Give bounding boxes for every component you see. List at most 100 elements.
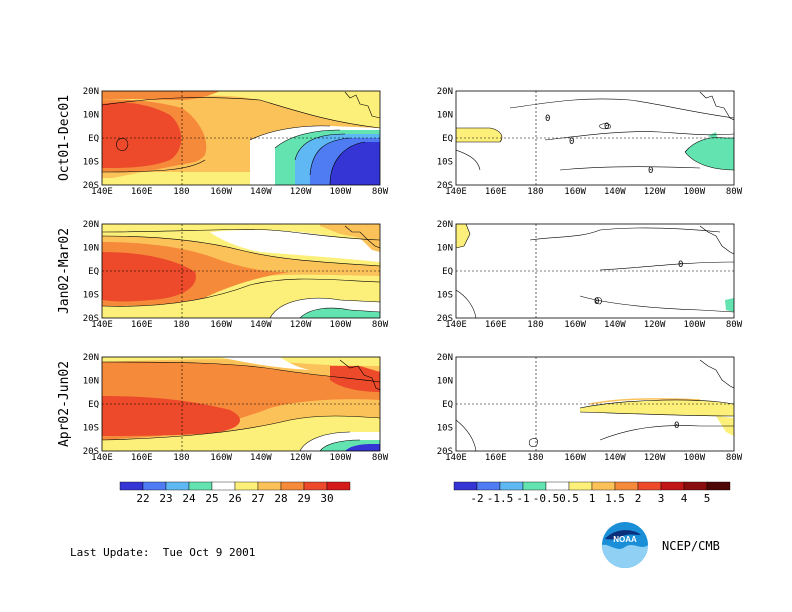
- colorbar-swatch: [683, 481, 708, 491]
- y-tick-label: 10S: [83, 158, 99, 168]
- colorbar-swatch: [257, 481, 282, 491]
- x-tick-label: 140W: [250, 187, 272, 197]
- colorbar-swatch: [326, 481, 351, 491]
- colorbar-label: -0.5: [533, 492, 560, 505]
- row-title-2: Jan02-Mar02: [57, 228, 72, 314]
- sst-map-panel-3: [101, 356, 381, 452]
- colorbar-label: 1: [589, 492, 596, 505]
- y-tick-label: EQ: [442, 134, 453, 144]
- y-tick-label: 20N: [83, 87, 99, 97]
- sst-colorbar: 22 23 24 25 26 27 28 29 30: [119, 481, 351, 505]
- colorbar-swatch: [119, 481, 144, 491]
- colorbar-swatch: [188, 481, 213, 491]
- y-tick-label: 20S: [437, 447, 453, 457]
- colorbar-swatch: [453, 481, 478, 491]
- anomaly-map-panel-1: 0 0 0 0: [455, 90, 735, 186]
- anomaly-contour-label: 0: [569, 137, 574, 147]
- colorbar-label: 24: [182, 492, 196, 505]
- x-tick-label: 140W: [250, 453, 272, 463]
- y-tick-label: 10N: [437, 244, 453, 254]
- x-tick-label: 160E: [131, 187, 153, 197]
- y-tick-label: 10S: [83, 424, 99, 434]
- x-tick-label: 80W: [372, 187, 389, 197]
- x-tick-label: 80W: [372, 320, 389, 330]
- colorbar-swatch: [280, 481, 305, 491]
- colorbar-label: 1.5: [605, 492, 625, 505]
- anomaly-contour-label: 0: [545, 114, 550, 124]
- x-tick-label: 100W: [683, 453, 705, 463]
- x-tick-label: 100W: [683, 320, 705, 330]
- x-tick-label: 140E: [91, 453, 113, 463]
- x-tick-label: 140E: [91, 320, 113, 330]
- x-tick-label: 80W: [726, 187, 743, 197]
- colorbar-label: 23: [159, 492, 172, 505]
- colorbars: 22 23 24 25 26 27 28 29 30 -2 -1.5 -1 -0.5 0.5 1 1.5 2 3 4…: [119, 481, 731, 505]
- y-tick-label: 10N: [83, 244, 99, 254]
- colorbar-label: 2: [635, 492, 642, 505]
- colorbar-label: 22: [136, 492, 149, 505]
- x-tick-label: 140E: [445, 320, 467, 330]
- noaa-logo-icon: NOAA: [602, 522, 648, 568]
- colorbar-label: 25: [205, 492, 218, 505]
- row-title-3: Apr02-Jun02: [57, 361, 72, 447]
- colorbar-label: 28: [274, 492, 287, 505]
- row-title-1: Oct01-Dec01: [57, 95, 72, 181]
- x-tick-label: 140E: [91, 187, 113, 197]
- x-tick-label: 100W: [329, 320, 351, 330]
- y-tick-label: 10N: [437, 111, 453, 121]
- x-tick-label: 80W: [372, 453, 389, 463]
- x-tick-label: 140E: [445, 453, 467, 463]
- colorbar-swatch: [660, 481, 685, 491]
- colorbar-swatch: [476, 481, 501, 491]
- x-tick-label: 80W: [726, 320, 743, 330]
- x-tick-label: 140E: [445, 187, 467, 197]
- x-tick-label: 120W: [290, 453, 312, 463]
- x-tick-label: 160W: [210, 187, 232, 197]
- sst-map-panel-1: [101, 90, 381, 186]
- y-tick-label: EQ: [88, 267, 99, 277]
- y-tick-label: 10N: [83, 111, 99, 121]
- anomaly-contour-label: 0: [678, 260, 683, 270]
- x-tick-label: 180: [527, 453, 543, 463]
- colorbar-swatch: [637, 481, 662, 491]
- anomaly-map-panel-3: 0: [455, 356, 735, 452]
- x-tick-label: 100W: [329, 453, 351, 463]
- colorbar-swatch: [545, 481, 570, 491]
- x-tick-label: 160W: [564, 453, 586, 463]
- x-tick-label: 120W: [644, 320, 666, 330]
- colorbar-label: -2: [470, 492, 483, 505]
- colorbar-label: 5: [704, 492, 711, 505]
- anomaly-contour-label: 0: [594, 297, 599, 307]
- x-tick-label: 160E: [485, 320, 507, 330]
- colorbar-label: 3: [658, 492, 665, 505]
- y-tick-label: 10N: [437, 377, 453, 387]
- y-tick-label: 20S: [437, 181, 453, 191]
- y-tick-label: 20S: [83, 447, 99, 457]
- colorbar-swatch: [142, 481, 167, 491]
- x-tick-label: 180: [173, 453, 189, 463]
- x-tick-label: 160W: [564, 187, 586, 197]
- credit-text: NCEP/CMB: [662, 539, 720, 553]
- x-tick-label: 180: [527, 187, 543, 197]
- x-tick-label: 160W: [564, 320, 586, 330]
- y-tick-label: 20N: [437, 353, 453, 363]
- x-tick-label: 120W: [644, 187, 666, 197]
- x-tick-label: 160W: [210, 320, 232, 330]
- y-tick-label: 20N: [437, 87, 453, 97]
- anomaly-colorbar: -2 -1.5 -1 -0.5 0.5 1 1.5 2 3 4 5: [453, 481, 731, 505]
- x-tick-label: 160W: [210, 453, 232, 463]
- y-tick-label: 10S: [437, 424, 453, 434]
- x-tick-label: 160E: [485, 187, 507, 197]
- y-tick-label: 10N: [83, 377, 99, 387]
- x-tick-label: 180: [527, 320, 543, 330]
- anomaly-map-panel-2: 0 0: [455, 223, 735, 319]
- y-tick-label: 20N: [437, 220, 453, 230]
- x-tick-label: 120W: [290, 187, 312, 197]
- colorbar-swatch: [303, 481, 328, 491]
- y-tick-label: 10S: [437, 291, 453, 301]
- x-tick-label: 140W: [604, 453, 626, 463]
- x-tick-label: 140W: [604, 320, 626, 330]
- colorbar-swatch: [591, 481, 616, 491]
- y-tick-label: 10S: [437, 158, 453, 168]
